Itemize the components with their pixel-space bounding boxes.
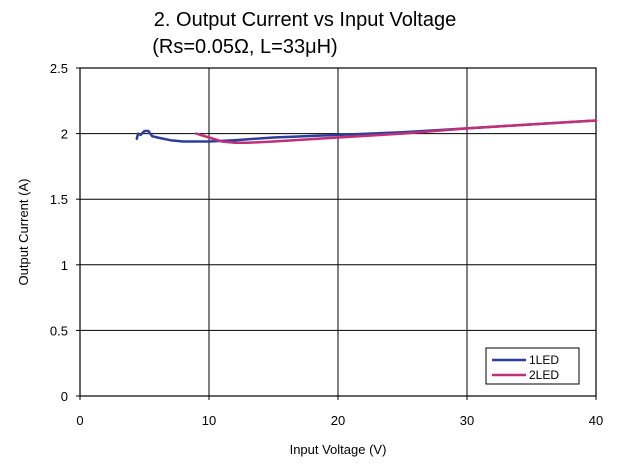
y-tick-label: 0 xyxy=(61,389,68,404)
legend: 1LED 2LED xyxy=(485,347,580,385)
chart-subtitle: (Rs=0.05Ω, L=33μH) xyxy=(152,36,337,58)
series xyxy=(135,119,598,145)
y-tick-label: 2 xyxy=(61,127,68,142)
y-tick-label: 1 xyxy=(61,258,68,273)
x-tick-label: 10 xyxy=(202,413,216,428)
x-axis-title: Input Voltage (V) xyxy=(290,442,387,457)
y-axis-title: Output Current (A) xyxy=(16,179,31,286)
x-tick-label: 40 xyxy=(589,413,603,428)
tick-labels: 0 10 20 30 40 0 0.5 1 1.5 2 2.5 xyxy=(50,61,603,428)
y-tick-label: 2.5 xyxy=(50,61,68,76)
x-tick-label: 30 xyxy=(460,413,474,428)
grid xyxy=(80,68,596,396)
x-tick-label: 0 xyxy=(76,413,83,428)
chart-title: 2. Output Current vs Input Voltage xyxy=(154,9,456,31)
legend-box xyxy=(485,347,580,385)
y-tick-label: 1.5 xyxy=(50,192,68,207)
series-line-2led xyxy=(194,119,598,145)
legend-label-1led: 1LED xyxy=(529,353,559,367)
y-tick-label: 0.5 xyxy=(50,323,68,338)
x-tick-label: 20 xyxy=(331,413,345,428)
legend-label-2led: 2LED xyxy=(529,368,559,382)
